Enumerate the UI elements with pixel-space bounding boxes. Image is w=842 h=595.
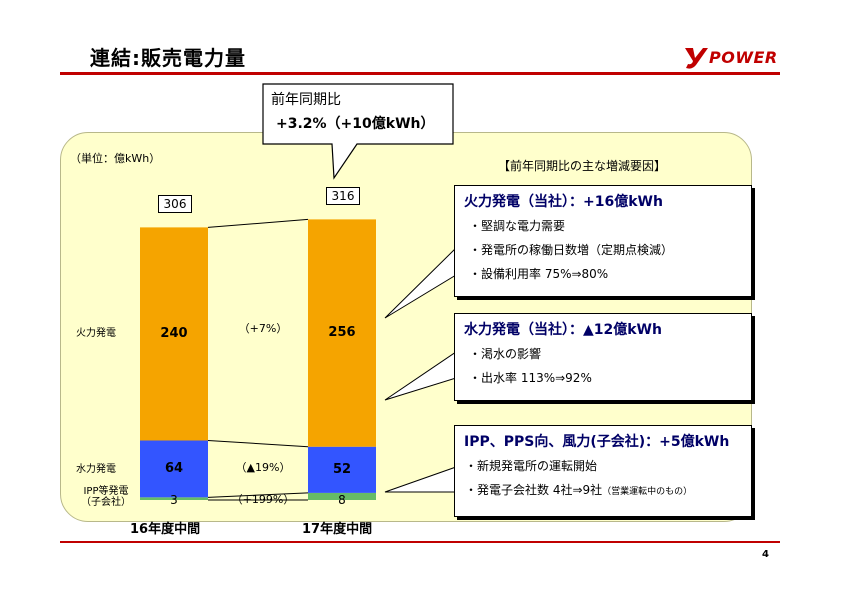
factor-heading-hydro: 水力発電（当社）：▲12億kWh [464, 322, 662, 338]
bar-label-ipp-16: 3 [170, 493, 178, 507]
factor-line: ・堅調な電力需要 [469, 219, 566, 233]
factor-line: ・渇水の影響 [469, 347, 542, 361]
bar-ipp-1 [308, 492, 376, 500]
callout-label: 前年同期比 [271, 92, 341, 108]
bar-label-hydro-16: 64 [164, 460, 184, 476]
logo-mark-icon [685, 48, 708, 69]
change-hydro: （▲19%） [235, 461, 291, 474]
jpower-logo: POWER [683, 46, 793, 70]
logo-text: POWER [709, 48, 778, 67]
pointer-hydro [384, 351, 457, 401]
series-tag-ipp: IPP等発電 （子会社） [76, 486, 136, 508]
series-tag-ipp-line2: （子会社） [81, 497, 131, 508]
factor-heading-thermal: 火力発電（当社）：+16億kWh [464, 194, 663, 210]
connector-thermal [207, 218, 309, 228]
total-value-17: 316 [326, 187, 360, 206]
category-label-16: 16年度中間 [130, 522, 201, 537]
factor-line: ・出水率 113%⇒92% [469, 371, 592, 385]
callout-value: +3.2%（+10億kWh） [276, 116, 435, 132]
factor-line-text: ・発電子会社数 4社⇒9社 [465, 483, 603, 497]
bar-connectors [207, 218, 309, 501]
bar-hydro-0 [140, 440, 208, 498]
factor-box-thermal: 火力発電（当社）：+16億kWh ・堅調な電力需要 ・発電所の稼働日数増（定期点… [454, 185, 752, 297]
series-tag-hydro: 水力発電 [76, 464, 116, 475]
title-rule [60, 72, 780, 75]
series-tag-thermal: 火力発電 [76, 328, 116, 339]
bar-label-ipp-17: 8 [338, 493, 346, 507]
series-tag-ipp-line1: IPP等発電 [83, 486, 129, 497]
factor-line: ・発電所の稼働日数増（定期点検減） [469, 243, 674, 257]
connector-hydro [207, 440, 309, 448]
bar-label-thermal-17: 256 [328, 325, 356, 341]
factors-header: 【前年同期比の主な増減要因】 [498, 159, 667, 173]
pointer-thermal [384, 246, 457, 319]
factor-line: ・設備利用率 75%⇒80% [469, 267, 609, 281]
yoy-callout: 前年同期比 +3.2%（+10億kWh） [262, 83, 454, 180]
connector-ipp [207, 492, 309, 498]
factor-box-ipp: IPP、PPS向、風力(子会社)：+5億kWh ・新規発電所の運転開始 ・発電子… [454, 425, 752, 517]
factor-heading-ipp: IPP、PPS向、風力(子会社)：+5億kWh [464, 434, 730, 450]
factor-note: （営業運転中のもの） [602, 487, 693, 497]
pointer-ipp [384, 466, 457, 493]
factor-line: ・新規発電所の運転開始 [465, 459, 598, 473]
bar-hydro-1 [308, 446, 376, 493]
bar-label-hydro-17: 52 [332, 461, 352, 477]
bars [140, 219, 376, 500]
page-title: 連結:販売電力量 [90, 46, 246, 70]
bar-label-thermal-16: 240 [160, 325, 188, 341]
factor-line: ・発電子会社数 4社⇒9社（営業運転中のもの） [465, 481, 692, 498]
callout-shape [262, 83, 454, 180]
callout-pointers [384, 246, 457, 493]
unit-label: （単位：億kWh） [70, 152, 161, 165]
bar-thermal-0 [140, 227, 208, 441]
change-thermal: （+7%） [238, 322, 288, 335]
bar-ipp-0 [140, 497, 208, 500]
change-ipp: （+199%） [231, 493, 295, 506]
category-label-17: 17年度中間 [302, 522, 373, 537]
total-value-16: 306 [158, 195, 192, 214]
bar-thermal-1 [308, 219, 376, 447]
factor-box-hydro: 水力発電（当社）：▲12億kWh ・渇水の影響 ・出水率 113%⇒92% [454, 313, 752, 401]
page-number: 4 [762, 549, 769, 560]
footer-rule [60, 541, 780, 543]
